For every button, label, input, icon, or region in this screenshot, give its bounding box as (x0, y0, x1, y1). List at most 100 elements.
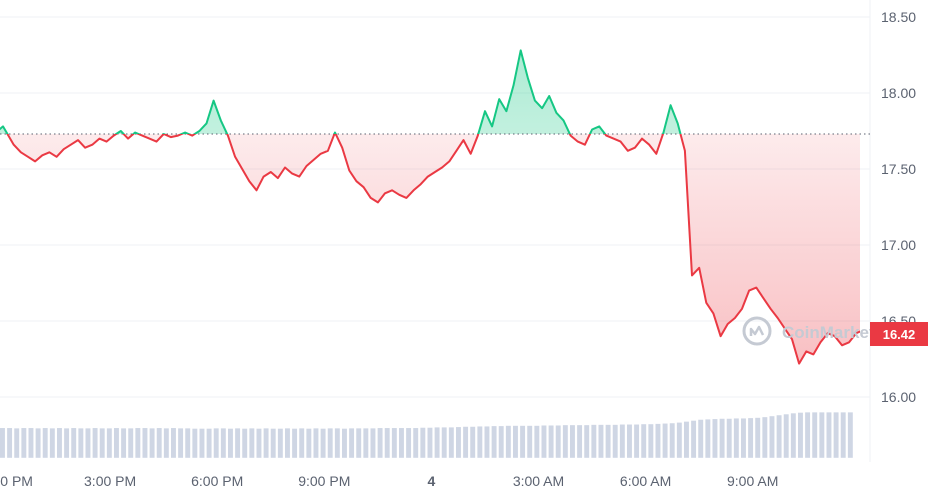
y-tick-label: 16.00 (881, 389, 916, 405)
volume-bar (28, 428, 34, 458)
price-lines (0, 49, 860, 365)
volume-bar (491, 426, 497, 458)
volume-bar (370, 428, 376, 458)
volume-bar (627, 424, 632, 458)
volume-bar (684, 421, 689, 458)
y-tick-label: 17.00 (881, 237, 916, 253)
volume-bar (399, 428, 404, 458)
volume-bar (691, 420, 697, 458)
volume-bar (277, 428, 283, 458)
volume-bar (206, 428, 212, 458)
volume-bar (7, 428, 13, 458)
y-tick-label: 18.50 (881, 9, 916, 25)
volume-bar (242, 428, 248, 458)
current-price-label: 16.42 (883, 327, 916, 342)
volume-bar (178, 428, 184, 458)
volume-bar (228, 428, 233, 458)
volume-bar (14, 428, 20, 458)
volume-bar (78, 428, 84, 458)
volume-bar (591, 424, 597, 458)
x-tick-label: 4 (428, 473, 436, 489)
volume-bar (142, 428, 148, 458)
volume-bar (256, 428, 262, 458)
volume-bars (0, 412, 853, 458)
volume-bar (363, 428, 369, 458)
volume-bar (406, 428, 412, 458)
volume-bar (655, 423, 661, 458)
volume-bar (769, 416, 775, 458)
volume-bar (135, 428, 141, 458)
area-below-baseline (0, 134, 860, 364)
volume-bar (634, 424, 640, 458)
volume-bar (783, 414, 789, 458)
volume-bar (263, 428, 269, 458)
x-tick-label: 3:00 PM (84, 473, 136, 489)
volume-bar (377, 428, 383, 458)
volume-bar (712, 419, 718, 458)
volume-bar (299, 428, 305, 458)
volume-bar (833, 412, 839, 458)
volume-bar (441, 427, 447, 458)
volume-bar (555, 425, 561, 458)
volume-bar (427, 427, 433, 458)
volume-bar (163, 428, 169, 458)
volume-bar (698, 419, 704, 458)
volume-bar (840, 412, 846, 458)
volume-bar (220, 428, 226, 458)
volume-bar (719, 418, 725, 458)
volume-bar (741, 418, 746, 458)
volume-bar (156, 428, 162, 458)
volume-bar (548, 425, 554, 458)
volume-bar (798, 412, 803, 458)
volume-bar (270, 428, 276, 458)
volume-bar (641, 424, 647, 458)
volume-bar (619, 424, 625, 458)
volume-bar (513, 425, 518, 458)
volume-bar (413, 428, 419, 458)
coinmarketcap-logo-icon (742, 316, 772, 346)
volume-bar (605, 424, 611, 458)
volume-bar (577, 425, 583, 458)
x-tick-label: 6:00 PM (191, 473, 243, 489)
volume-bar (648, 424, 654, 458)
volume-bar (762, 417, 768, 458)
volume-bar (42, 428, 48, 458)
volume-bar (448, 427, 454, 458)
volume-bar (434, 427, 440, 458)
volume-bar (562, 425, 568, 458)
volume-bar (612, 424, 618, 458)
volume-bar (470, 426, 476, 458)
price-line-down (6, 134, 860, 365)
volume-bar (192, 428, 198, 458)
volume-bar (456, 427, 461, 458)
volume-bar (812, 412, 818, 458)
volume-bar (114, 428, 119, 458)
volume-bar (527, 425, 533, 458)
volume-bar (477, 426, 483, 458)
volume-bar (790, 413, 796, 458)
price-areas (0, 50, 860, 364)
volume-bar (805, 412, 811, 458)
x-tick-label: 12:00 PM (0, 473, 33, 489)
volume-bar (541, 425, 547, 458)
x-tick-label: 9:00 AM (727, 473, 778, 489)
volume-bar (669, 423, 675, 458)
volume-bar (21, 428, 27, 458)
volume-bar (49, 428, 55, 458)
y-tick-label: 17.50 (881, 161, 916, 177)
volume-bar (128, 428, 134, 458)
volume-bar (35, 428, 41, 458)
volume-bar (776, 415, 782, 458)
volume-bar (726, 418, 732, 458)
volume-bar (342, 428, 347, 458)
volume-bar (313, 428, 319, 458)
x-tick-label: 6:00 AM (620, 473, 671, 489)
volume-bar (0, 428, 5, 458)
volume-bar (199, 428, 205, 458)
volume-bar (819, 412, 825, 458)
volume-bar (676, 422, 682, 458)
volume-bar (384, 428, 390, 458)
volume-bar (92, 428, 98, 458)
